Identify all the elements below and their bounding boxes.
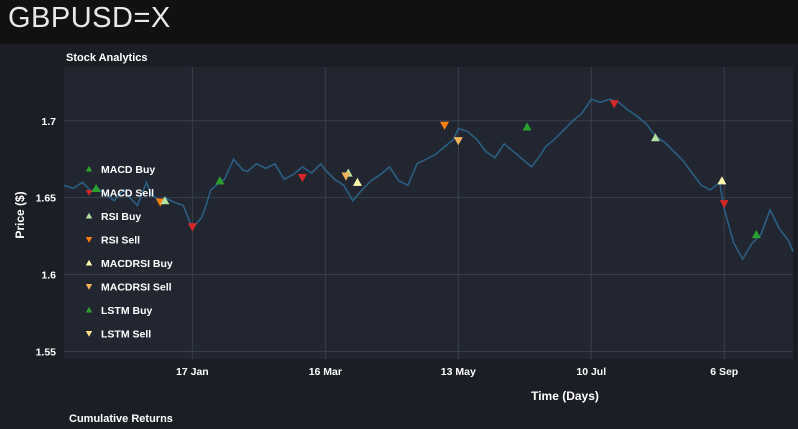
legend-marker bbox=[85, 165, 93, 172]
signal-marker bbox=[719, 200, 729, 209]
legend-marker bbox=[85, 306, 93, 313]
signal-markers bbox=[91, 100, 761, 239]
legend-label: MACD Buy bbox=[101, 164, 155, 176]
legend: MACD Buy MACD Sell RSI Buy RSI Sell MACDRSI … bbox=[85, 164, 173, 341]
y-axis-ticks: 1.55 1.6 1.65 1.7 bbox=[36, 116, 57, 359]
x-tick-label: 10 Jul bbox=[576, 366, 606, 378]
legend-label: LSTM Sell bbox=[101, 329, 151, 341]
legend-label: MACDRSI Buy bbox=[101, 258, 173, 270]
y-axis-label: Price ($) bbox=[13, 191, 27, 238]
legend-label: MACD Sell bbox=[101, 188, 154, 200]
legend-marker bbox=[85, 212, 93, 219]
y-tick-label: 1.7 bbox=[41, 116, 56, 128]
legend-label: RSI Sell bbox=[101, 235, 140, 247]
grid bbox=[64, 67, 793, 359]
price-line bbox=[63, 98, 794, 261]
stock-analytics-title: Stock Analytics bbox=[66, 52, 148, 64]
legend-marker bbox=[85, 259, 93, 266]
signal-marker bbox=[341, 172, 351, 181]
signal-marker bbox=[160, 196, 170, 205]
y-tick-label: 1.65 bbox=[36, 193, 57, 205]
signal-marker bbox=[751, 230, 761, 239]
x-tick-label: 16 Mar bbox=[309, 366, 342, 378]
x-tick-label: 13 May bbox=[441, 366, 476, 378]
x-tick-label: 17 Jan bbox=[176, 366, 209, 378]
legend-marker bbox=[85, 330, 93, 337]
x-axis-label: Time (Days) bbox=[531, 389, 599, 403]
signal-marker bbox=[717, 176, 727, 185]
y-tick-label: 1.6 bbox=[41, 269, 56, 281]
signal-marker bbox=[609, 100, 619, 109]
signal-marker bbox=[352, 177, 362, 186]
legend-label: MACDRSI Sell bbox=[101, 282, 172, 294]
price-line-group bbox=[63, 98, 794, 261]
legend-marker bbox=[85, 283, 93, 290]
legend-marker bbox=[85, 189, 93, 196]
y-tick-label: 1.55 bbox=[36, 346, 57, 358]
signal-marker bbox=[453, 137, 463, 146]
legend-label: RSI Buy bbox=[101, 211, 141, 223]
x-tick-label: 6 Sep bbox=[710, 366, 738, 378]
cumulative-returns-title: Cumulative Returns bbox=[69, 413, 173, 425]
signal-marker bbox=[215, 176, 225, 185]
signal-marker bbox=[440, 121, 450, 130]
page-title: GBPUSD=X bbox=[8, 2, 171, 34]
signal-marker bbox=[187, 223, 197, 232]
plot-area bbox=[64, 67, 793, 359]
signal-marker bbox=[297, 174, 307, 183]
legend-marker bbox=[85, 236, 93, 243]
x-axis-ticks: 17 Jan 16 Mar 13 May 10 Jul 6 Sep bbox=[176, 366, 738, 378]
signal-marker bbox=[522, 122, 532, 131]
signal-marker bbox=[91, 183, 101, 193]
signal-marker bbox=[650, 133, 660, 142]
legend-label: LSTM Buy bbox=[101, 305, 152, 317]
